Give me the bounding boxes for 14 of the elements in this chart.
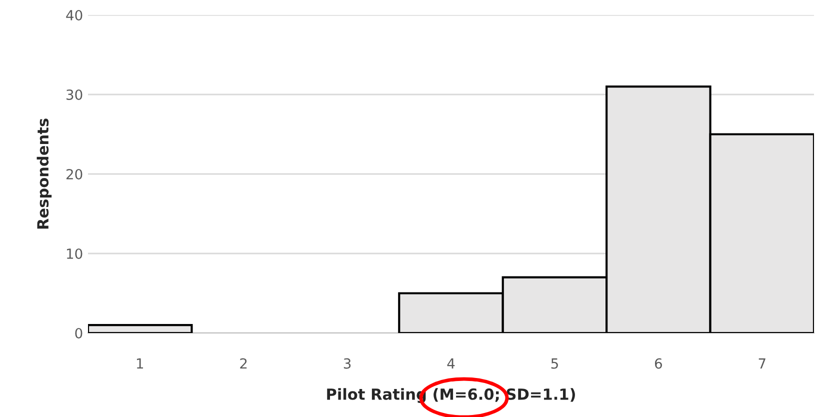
bar — [88, 324, 193, 333]
y-tick-label: 40 — [66, 10, 82, 20]
y-tick-label: 0 — [75, 328, 82, 338]
x-tick-label: 4 — [447, 358, 455, 369]
x-tick-label: 6 — [654, 358, 662, 369]
x-tick-label: 3 — [344, 358, 351, 369]
x-tick-label: 1 — [136, 358, 143, 369]
x-tick-label: 7 — [758, 358, 766, 369]
x-tick-label: 2 — [240, 358, 247, 369]
y-axis-title: Respondents — [36, 118, 52, 229]
y-tick-label: 20 — [66, 168, 82, 180]
x-tick-label: 5 — [551, 358, 558, 369]
y-tick-label: 30 — [66, 89, 82, 100]
y-tick-label: 10 — [66, 248, 82, 259]
